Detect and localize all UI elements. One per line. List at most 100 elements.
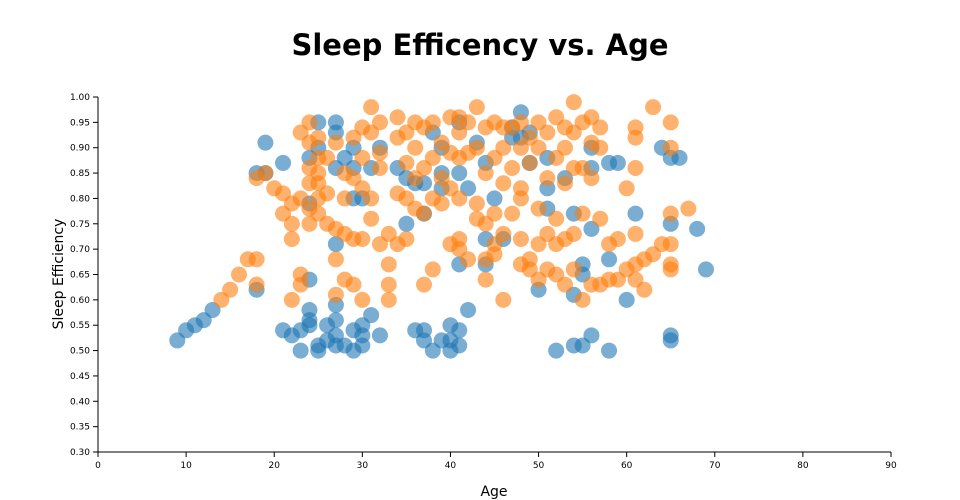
- data-point-series-1: [680, 200, 697, 217]
- data-point-series-1: [460, 251, 477, 268]
- y-tick-label: 0.90: [70, 144, 90, 154]
- data-point-series-1: [486, 246, 503, 263]
- data-point-series-0: [460, 302, 477, 318]
- data-point-series-1: [424, 149, 441, 166]
- data-point-series-1: [292, 276, 309, 293]
- data-point-series-0: [398, 215, 415, 232]
- data-point-series-1: [371, 114, 388, 131]
- data-point-series-1: [548, 210, 565, 227]
- data-point-series-0: [371, 327, 388, 344]
- data-point-series-1: [530, 139, 547, 156]
- y-tick-label: 0.80: [70, 194, 90, 204]
- data-point-series-0: [609, 154, 626, 171]
- data-point-series-1: [327, 251, 344, 268]
- data-point-series-1: [477, 271, 494, 288]
- data-point-series-1: [618, 180, 635, 197]
- data-point-series-1: [662, 261, 679, 278]
- data-point-series-1: [495, 139, 512, 156]
- x-tick-label: 80: [797, 461, 809, 471]
- y-tick-label: 0.75: [70, 220, 90, 230]
- data-point-series-0: [451, 337, 468, 354]
- data-point-series-1: [407, 139, 424, 156]
- y-tick-label: 0.40: [70, 397, 90, 407]
- y-tick-label: 0.95: [70, 118, 90, 128]
- data-point-series-1: [248, 251, 265, 268]
- data-point-series-1: [460, 114, 477, 131]
- data-point-series-1: [556, 276, 573, 293]
- data-point-series-1: [363, 210, 380, 227]
- x-axis-ticks: 0 10 20 30 40 50 60 70 80 90: [95, 452, 897, 471]
- data-point-series-1: [662, 139, 679, 156]
- y-axis-label: Sleep Efficiency: [51, 219, 67, 330]
- data-point-series-1: [319, 149, 336, 166]
- x-tick-label: 90: [885, 461, 897, 471]
- data-point-series-0: [301, 317, 318, 334]
- data-point-series-1: [574, 205, 591, 222]
- data-point-series-0: [451, 322, 468, 339]
- y-tick-label: 1.00: [70, 93, 90, 103]
- chart-title: Sleep Efficency vs. Age: [291, 28, 668, 62]
- data-point-series-1: [539, 170, 556, 187]
- data-point-series-1: [257, 165, 274, 182]
- data-point-series-1: [556, 139, 573, 156]
- data-point-series-1: [327, 134, 344, 151]
- data-point-series-1: [592, 139, 609, 156]
- data-point-series-0: [327, 312, 344, 329]
- data-point-series-1: [530, 200, 547, 217]
- x-tick-label: 20: [268, 461, 280, 471]
- data-point-series-0: [627, 205, 644, 222]
- data-point-series-1: [592, 210, 609, 227]
- data-point-series-1: [327, 286, 344, 303]
- data-point-series-1: [504, 205, 521, 222]
- data-point-series-1: [371, 144, 388, 161]
- data-point-series-1: [504, 160, 521, 176]
- data-point-series-1: [283, 215, 300, 232]
- data-point-series-1: [380, 256, 397, 273]
- points-layer: [169, 94, 714, 359]
- x-tick-label: 60: [621, 461, 633, 471]
- data-point-series-1: [283, 291, 300, 308]
- data-point-series-1: [565, 225, 582, 242]
- data-point-series-1: [512, 190, 529, 207]
- data-point-series-0: [697, 261, 714, 278]
- data-point-series-1: [495, 225, 512, 242]
- y-tick-label: 0.70: [70, 245, 90, 255]
- y-tick-label: 0.65: [70, 271, 90, 281]
- data-point-series-1: [354, 149, 371, 166]
- data-point-series-1: [539, 124, 556, 141]
- data-point-series-1: [495, 291, 512, 308]
- x-axis-label: Age: [480, 484, 507, 500]
- data-point-series-1: [645, 99, 662, 116]
- data-point-series-1: [416, 205, 433, 222]
- y-tick-label: 0.35: [70, 423, 90, 433]
- data-point-series-1: [574, 291, 591, 308]
- data-point-series-1: [416, 276, 433, 293]
- y-tick-label: 0.45: [70, 372, 90, 382]
- data-point-series-0: [292, 342, 309, 359]
- data-point-series-1: [468, 139, 485, 156]
- y-tick-label: 0.55: [70, 321, 90, 331]
- x-tick-label: 40: [445, 461, 457, 471]
- data-point-series-1: [662, 114, 679, 131]
- data-point-series-1: [336, 190, 353, 207]
- data-point-series-0: [662, 332, 679, 349]
- data-point-series-1: [354, 231, 371, 247]
- data-point-series-1: [583, 170, 600, 187]
- data-point-series-0: [451, 165, 468, 182]
- data-point-series-1: [310, 129, 327, 146]
- data-point-series-0: [275, 154, 292, 171]
- data-point-series-1: [222, 281, 239, 298]
- data-point-series-0: [354, 327, 371, 344]
- data-point-series-1: [354, 291, 371, 308]
- data-point-series-1: [389, 109, 406, 126]
- data-point-series-1: [662, 205, 679, 222]
- data-point-series-0: [601, 342, 618, 359]
- data-point-series-1: [283, 231, 300, 247]
- y-tick-label: 0.85: [70, 169, 90, 179]
- data-point-series-0: [486, 190, 503, 207]
- data-point-series-1: [451, 190, 468, 207]
- data-point-series-1: [398, 154, 415, 171]
- data-point-series-1: [495, 175, 512, 192]
- data-point-series-1: [486, 205, 503, 222]
